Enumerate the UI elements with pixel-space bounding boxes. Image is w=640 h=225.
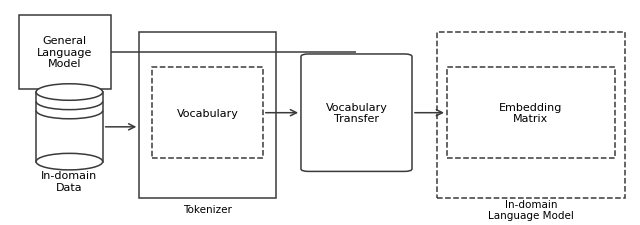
Text: Tokenizer: Tokenizer xyxy=(183,205,232,214)
Bar xyxy=(36,93,102,162)
Text: In-domain
Data: In-domain Data xyxy=(41,171,97,192)
Text: Embedding
Matrix: Embedding Matrix xyxy=(499,102,563,124)
Text: General
Language
Model: General Language Model xyxy=(37,36,92,69)
Bar xyxy=(447,68,615,159)
FancyBboxPatch shape xyxy=(301,55,412,172)
Bar xyxy=(437,33,625,198)
Bar xyxy=(152,68,263,159)
Bar xyxy=(139,33,276,198)
Bar xyxy=(19,16,111,89)
Ellipse shape xyxy=(36,84,102,101)
Text: Vocabulary
Transfer: Vocabulary Transfer xyxy=(326,102,387,124)
Text: In-domain
Language Model: In-domain Language Model xyxy=(488,199,574,220)
Text: Vocabulary: Vocabulary xyxy=(177,108,238,118)
Ellipse shape xyxy=(36,154,102,170)
